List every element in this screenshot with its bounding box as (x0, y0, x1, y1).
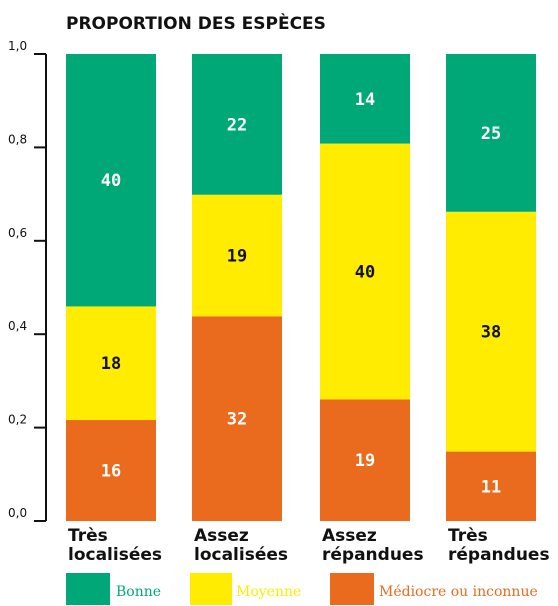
bar-segment (66, 420, 156, 521)
category-label-line: répandues (448, 545, 550, 565)
bar-segment (192, 316, 282, 521)
bar-segment (320, 143, 410, 400)
legend: Bonne Moyenne Médiocre ou inconnue (66, 573, 538, 605)
legend-label: Bonne (116, 584, 161, 600)
legend-swatch (66, 573, 110, 605)
data-label: 40 (355, 263, 375, 283)
bar-segment (446, 211, 536, 452)
legend-item: Bonne (66, 573, 161, 605)
category-label-line: Assez (194, 526, 249, 546)
data-label: 32 (227, 410, 247, 430)
y-tick-label: 0,6 (8, 226, 27, 240)
bar-segment (446, 451, 536, 521)
category-label-line: Très (448, 526, 488, 546)
category-label: Très localisées (68, 526, 162, 565)
category-label: Assez localisées (194, 526, 288, 565)
data-label: 25 (481, 124, 501, 144)
data-label: 14 (355, 90, 375, 110)
bar-segment (320, 54, 410, 144)
data-label: 22 (227, 115, 247, 135)
data-label: 16 (101, 462, 121, 482)
y-tick-label: 0,2 (8, 413, 27, 427)
bar-segment (320, 399, 410, 521)
chart-title: PROPORTION DES ESPÈCES (66, 12, 326, 34)
bar-segment (66, 54, 156, 307)
data-label: 19 (227, 247, 247, 267)
bar-stack: 32 19 22 (192, 54, 282, 521)
legend-label: Moyenne (236, 584, 301, 600)
bars: 16 18 40 32 19 22 19 40 14 11 38 25 (66, 54, 536, 521)
y-tick-label: 0,4 (8, 319, 27, 333)
data-label: 19 (355, 451, 375, 471)
category-label-line: localisées (68, 545, 162, 565)
bar-stack: 19 40 14 (320, 54, 410, 521)
bar-segment (192, 194, 282, 317)
bar-segment (446, 54, 536, 212)
legend-item: Moyenne (190, 573, 301, 605)
bar-stack: 11 38 25 (446, 54, 536, 521)
category-label-line: répandues (322, 545, 424, 565)
y-tick-label: 0,8 (8, 132, 27, 146)
y-tick-label: 0,0 (8, 506, 27, 520)
category-label-line: localisées (194, 545, 288, 565)
bar-segment (66, 306, 156, 421)
data-label: 38 (481, 323, 501, 343)
category-label: Très répandues (448, 526, 550, 565)
legend-label: Médiocre ou inconnue (379, 584, 538, 600)
y-tick-label: 1,0 (8, 39, 27, 53)
legend-swatch (190, 573, 232, 605)
category-label-line: Assez (322, 526, 377, 546)
bar-stack: 16 18 40 (66, 54, 156, 521)
y-axis: 0,0 0,2 0,4 0,6 0,8 1,0 (8, 39, 47, 522)
legend-item: Médiocre ou inconnue (330, 573, 538, 605)
data-label: 11 (481, 477, 501, 497)
category-label: Assez répandues (322, 526, 424, 565)
bar-segment (192, 54, 282, 195)
category-label-line: Très (68, 526, 108, 546)
data-label: 18 (101, 354, 121, 374)
legend-swatch (330, 573, 374, 605)
data-label: 40 (101, 171, 121, 191)
